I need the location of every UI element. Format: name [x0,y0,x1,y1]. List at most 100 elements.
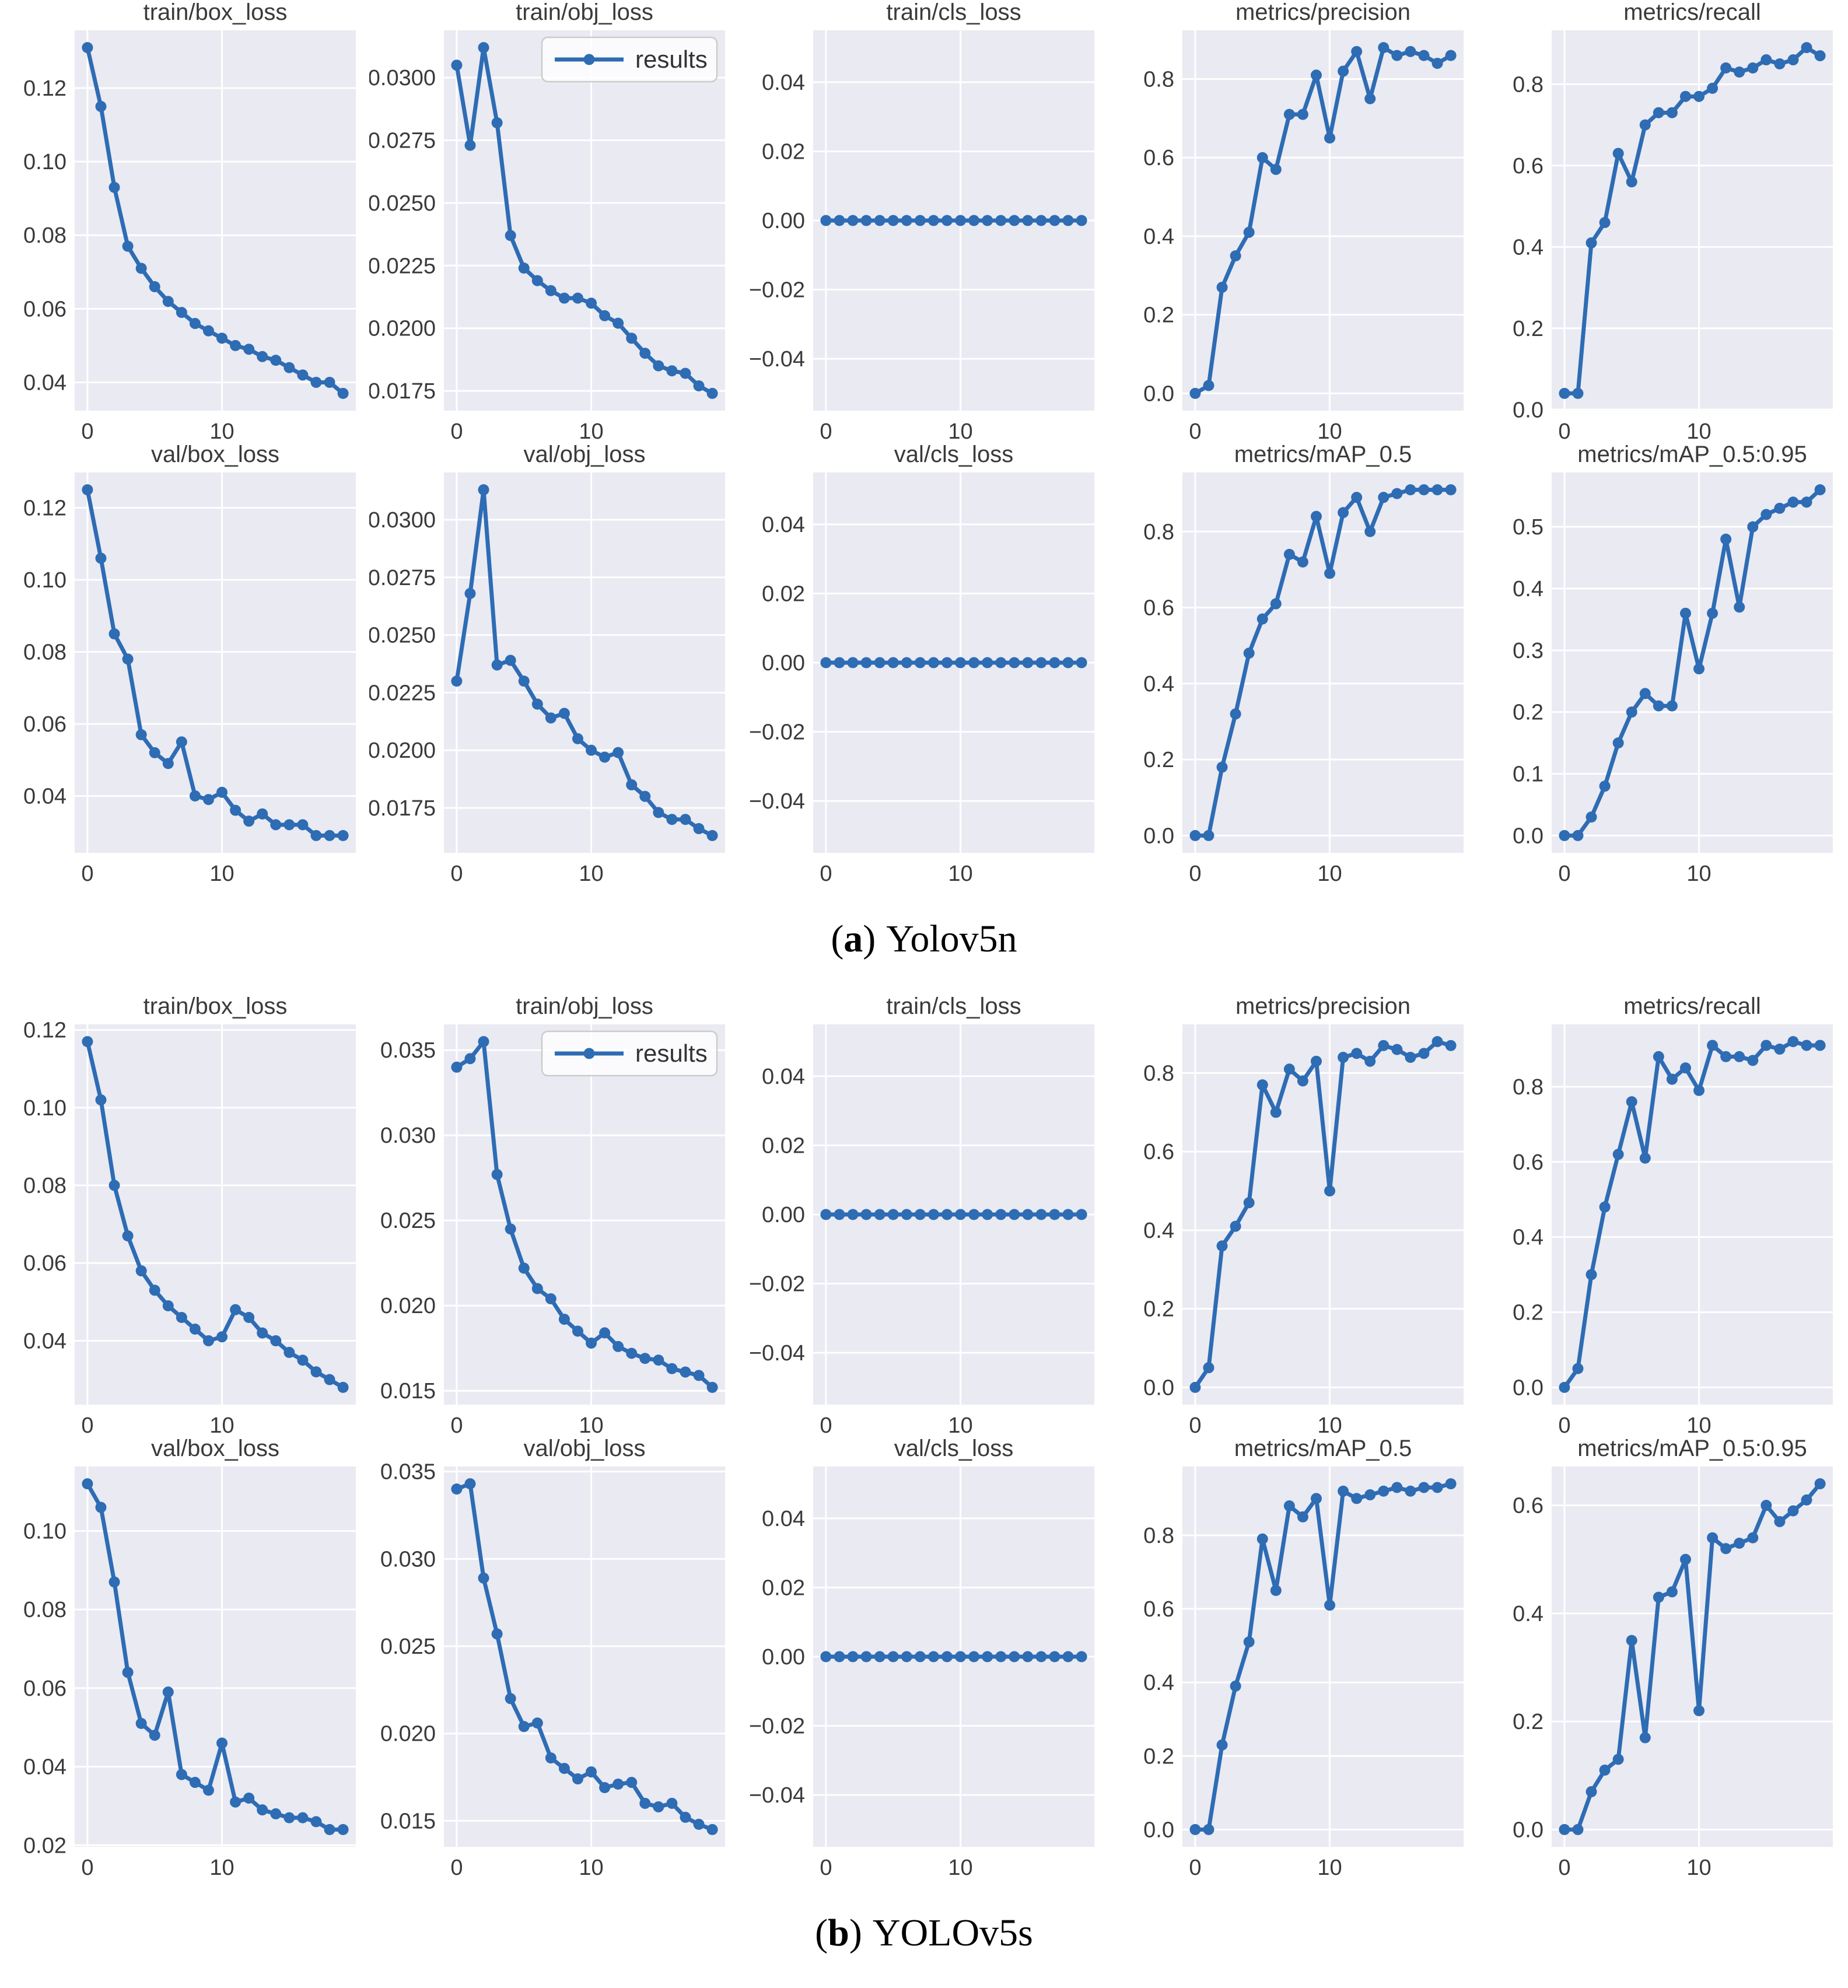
svg-text:0.6: 0.6 [1143,1597,1174,1622]
tick-labels: 0.04 0.06 0.08 0.10 0.12 0 10 [23,496,235,884]
group-yolov5s: train/box_loss 0.04 0.06 0.08 0.10 0.12 0 10 tra… [0,994,1848,1988]
svg-text:−0.04: −0.04 [749,347,805,372]
svg-text:0.4: 0.4 [1513,1226,1544,1250]
svg-text:10: 10 [948,1856,972,1878]
svg-text:0.6: 0.6 [1143,596,1174,621]
svg-text:0.0: 0.0 [1143,382,1174,406]
tick-labels: 0.02 0.04 0.06 0.08 0.10 0 10 [23,1519,235,1878]
gridlines [1182,473,1464,853]
svg-text:0: 0 [1558,419,1570,442]
svg-text:0: 0 [1558,1856,1570,1878]
svg-text:0.4: 0.4 [1143,1219,1174,1243]
svg-text:0.5: 0.5 [1513,515,1544,540]
subplot-title: val/box_loss [151,1436,279,1461]
legend: results [541,1030,718,1077]
svg-text:0.06: 0.06 [23,297,66,321]
axes-background [75,1466,356,1847]
svg-text:0.035: 0.035 [380,1460,436,1485]
tick-labels: 0.0 0.2 0.4 0.6 0.8 0 10 [1143,1524,1342,1878]
svg-text:0.02: 0.02 [23,1833,66,1858]
legend-marker [583,1048,595,1059]
svg-text:10: 10 [1317,419,1342,442]
gridlines [444,1024,725,1405]
tick-labels: 0.0175 0.0200 0.0225 0.0250 0.0275 0.0300 0 10 [369,508,604,884]
svg-text:0: 0 [1189,1413,1201,1436]
svg-text:−0.02: −0.02 [749,278,805,303]
gridlines [75,30,356,411]
axes-background [75,1024,356,1405]
svg-text:0.8: 0.8 [1143,68,1174,92]
svg-text:10: 10 [209,1413,234,1436]
results-markers [451,484,718,841]
tick-labels: −0.04 −0.02 0.00 0.02 0.04 0 10 [749,1065,973,1436]
axes-background [1182,1466,1464,1847]
svg-text:0.08: 0.08 [23,223,66,248]
svg-text:0.10: 0.10 [23,568,66,593]
group-yolov5n: train/box_loss 0.04 0.06 0.08 0.10 0.12 0 10 tra… [0,0,1848,960]
results-markers [820,215,1087,226]
svg-text:0: 0 [1558,862,1570,884]
svg-text:0.08: 0.08 [23,1598,66,1622]
results-markers [451,1036,718,1393]
subplot-train-obj-loss: train/obj_loss0.01750.02000.02250.02500.… [369,0,725,442]
caption-paren: ( [815,1912,828,1954]
svg-text:10: 10 [1686,1856,1711,1878]
svg-text:0.020: 0.020 [380,1294,436,1318]
svg-text:0.0250: 0.0250 [369,624,436,648]
subplot-train-obj-loss: train/obj_loss0.0150.0200.0250.0300.0350… [380,994,725,1436]
legend-box [541,1030,718,1077]
subplot-title: val/box_loss [151,442,279,467]
tick-labels: 0.0 0.1 0.2 0.3 0.4 0.5 0 10 [1513,515,1711,884]
svg-text:0.6: 0.6 [1513,154,1544,178]
legend-label: results [635,46,708,73]
svg-text:10: 10 [1317,1856,1342,1878]
svg-text:0.12: 0.12 [23,496,66,521]
svg-text:0: 0 [81,1856,93,1878]
svg-text:0.2: 0.2 [1513,1710,1544,1734]
subplot-val-cls-loss: val/cls_loss −0.04 −0.02 0.00 0.02 0.04 0 10 [749,1436,1094,1878]
svg-text:0.10: 0.10 [23,150,66,174]
svg-text:10: 10 [579,1413,603,1436]
results-markers [1189,1478,1457,1835]
svg-text:0.8: 0.8 [1143,1524,1174,1548]
caption-letter: b [828,1912,849,1954]
svg-text:0.02: 0.02 [762,1133,805,1158]
svg-text:0.8: 0.8 [1513,72,1544,97]
subplot-val-box-loss: val/box_loss 0.04 0.06 0.08 0.10 0.12 0 10 [23,442,356,884]
tick-labels: 0.04 0.06 0.08 0.10 0.12 0 10 [23,1019,235,1436]
tick-labels: 0.0 0.2 0.4 0.6 0.8 0 10 [1513,1075,1711,1436]
svg-text:0: 0 [81,1413,93,1436]
axes-background [1182,1024,1464,1405]
subplot-metrics-map-0.5-0.95: metrics/mAP_0.5:0.95 0.0 0.1 0.2 0.3 0.4 0.5 0 1… [1513,442,1833,884]
caption-paren: ) [849,1912,862,1954]
svg-text:10: 10 [1686,862,1711,884]
results-markers [451,1478,718,1835]
svg-text:−0.02: −0.02 [749,1714,805,1739]
svg-text:0: 0 [820,862,832,884]
svg-text:0.4: 0.4 [1513,235,1544,260]
subplot-val-obj-loss: val/obj_loss 0.015 0.020 0.025 0.030 0.035 0 10 [380,1436,725,1878]
svg-text:0.0: 0.0 [1513,824,1544,848]
results-markers [82,484,349,841]
subplot-title: metrics/precision [1236,0,1410,25]
subplot-val-box-loss: val/box_loss 0.02 0.04 0.06 0.08 0.10 0 10 [23,1436,356,1878]
svg-text:0.0: 0.0 [1143,824,1174,848]
gridlines [1182,1024,1464,1405]
subplot-metrics-recall: metrics/recall 0.0 0.2 0.4 0.6 0.8 0 10 [1513,0,1833,442]
subplot-title: metrics/recall [1623,0,1761,25]
gridlines [444,473,725,853]
axes-background [1552,30,1833,411]
svg-text:0.04: 0.04 [23,370,66,395]
svg-text:10: 10 [948,1413,972,1436]
svg-text:0.0250: 0.0250 [369,191,436,216]
axes-background [1552,1024,1833,1405]
plot-grid-yolov5n: train/box_loss 0.04 0.06 0.08 0.10 0.12 0 10 tra… [0,0,1848,884]
caption-yolov5s: (b) YOLOv5s [0,1878,1848,1988]
subplot-title: metrics/mAP_0.5:0.95 [1577,442,1807,467]
svg-text:0.025: 0.025 [380,1209,436,1233]
subplot-metrics-precision: metrics/precision 0.0 0.2 0.4 0.6 0.8 0 10 [1143,994,1464,1436]
svg-text:−0.04: −0.04 [749,789,805,814]
svg-text:0.6: 0.6 [1143,1140,1174,1164]
svg-text:0.0225: 0.0225 [369,681,436,705]
